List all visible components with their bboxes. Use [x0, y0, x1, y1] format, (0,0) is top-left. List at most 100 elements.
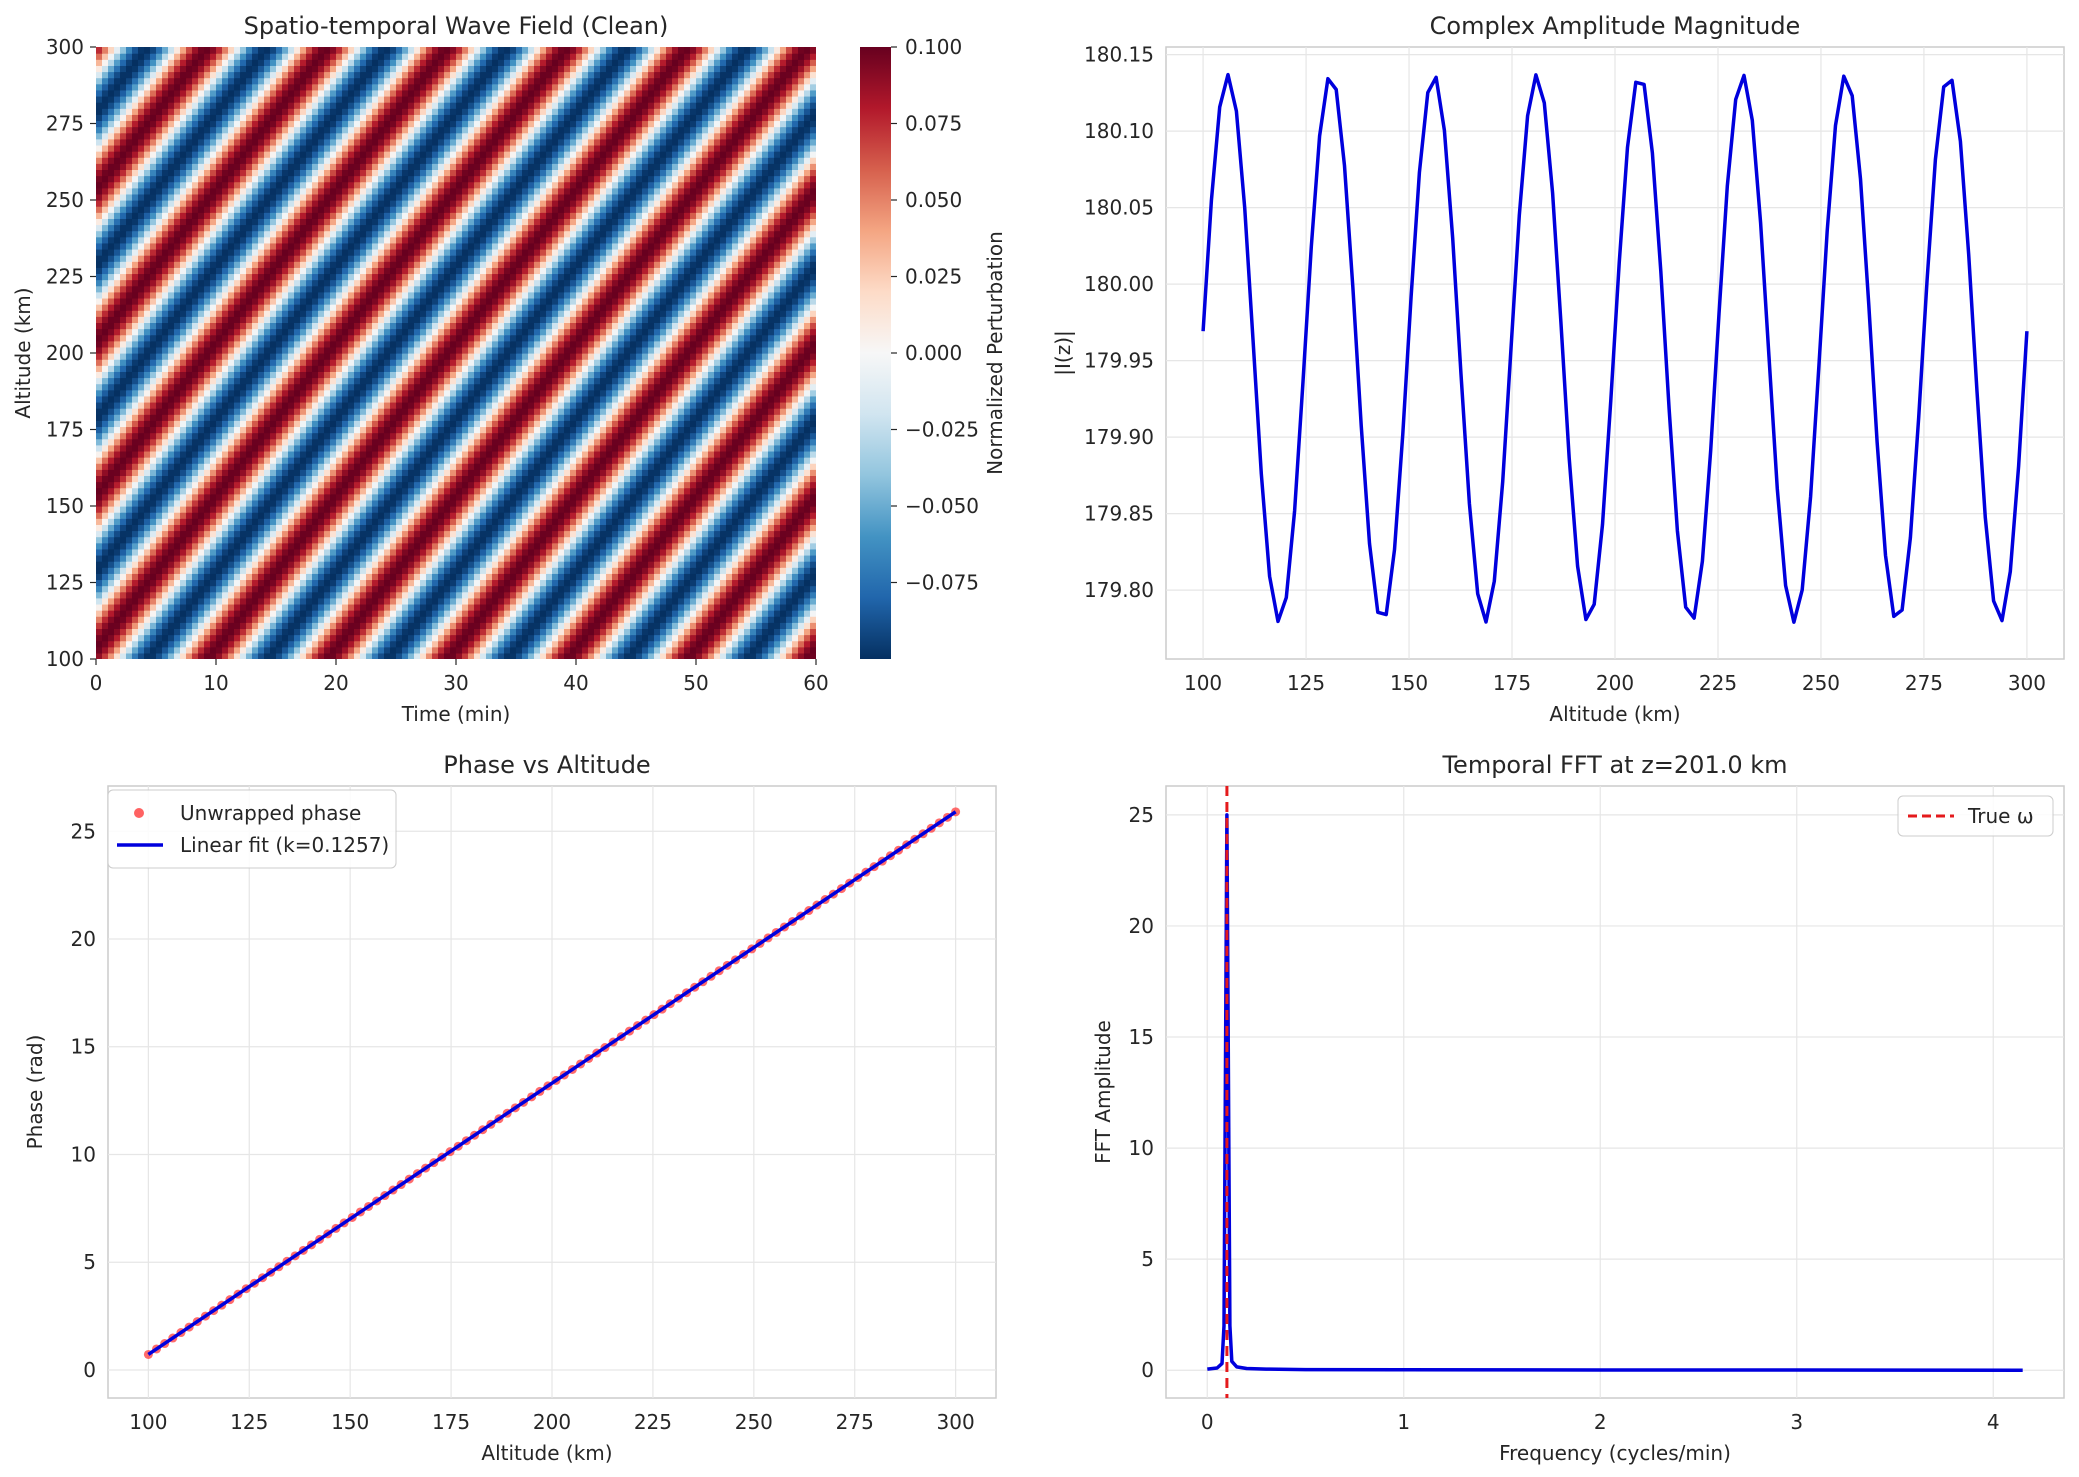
heatmap-cell [450, 420, 457, 428]
heatmap-cell [582, 597, 589, 605]
heatmap-cell [312, 597, 319, 605]
heatmap-cell [144, 561, 151, 568]
heatmap-cell [540, 542, 547, 550]
heatmap-cell [270, 622, 277, 629]
heatmap-cell [594, 432, 601, 440]
heatmap-cell [462, 646, 469, 654]
heatmap-cell [258, 475, 265, 483]
heatmap-cell [552, 573, 559, 581]
heatmap-cell [348, 597, 355, 605]
heatmap-cell [240, 512, 247, 519]
heatmap-cell [144, 426, 151, 434]
heatmap-cell [246, 438, 253, 446]
heatmap-cell [726, 610, 733, 617]
heatmap-cell [516, 518, 523, 525]
heatmap-cell [150, 487, 157, 495]
heatmap-cell [138, 536, 145, 544]
heatmap-cell [330, 536, 337, 544]
heatmap-cell [540, 603, 547, 611]
heatmap-cell [516, 524, 523, 532]
heatmap-cell [150, 591, 157, 599]
heatmap-cell [150, 499, 157, 507]
heatmap-cell [120, 512, 127, 519]
heatmap-cell [570, 536, 577, 544]
heatmap-cell [618, 481, 625, 489]
heatmap-cell [162, 401, 169, 409]
heatmap-cell [618, 512, 625, 519]
heatmap-cell [552, 542, 559, 550]
heatmap-cell [510, 438, 517, 446]
heatmap-cell [432, 432, 439, 440]
heatmap-cell [786, 652, 793, 659]
heatmap-cell [378, 640, 385, 648]
heatmap-cell [648, 628, 655, 636]
heatmap-cell [306, 628, 313, 636]
heatmap-cell [186, 457, 193, 464]
heatmap-cell [228, 426, 235, 434]
heatmap-cell [642, 603, 649, 611]
heatmap-cell [462, 487, 469, 495]
heatmap-cell [198, 408, 205, 415]
heatmap-cell [678, 481, 685, 489]
heatmap-cell [372, 506, 379, 513]
heatmap-cell [570, 426, 577, 434]
heatmap-cell [372, 603, 379, 611]
heatmap-cell [678, 548, 685, 556]
heatmap-cell [150, 469, 157, 476]
heatmap-cell [372, 567, 379, 574]
heatmap-cell [600, 616, 607, 623]
heatmap-cell [390, 646, 397, 654]
heatmap-cell [306, 573, 313, 581]
heatmap-cell [708, 597, 715, 605]
heatmap-cell [270, 432, 277, 440]
heatmap-cell [108, 603, 115, 611]
heatmap-cell [132, 622, 139, 629]
heatmap-cell [654, 487, 661, 495]
heatmap-cell [462, 640, 469, 648]
heatmap-cell [480, 603, 487, 611]
heatmap-cell [660, 524, 667, 532]
heatmap-cell [456, 438, 463, 446]
heatmap-cell [168, 518, 175, 525]
heatmap-cell [480, 610, 487, 617]
heatmap-cell [360, 512, 367, 519]
heatmap-cell [210, 585, 217, 593]
heatmap-cell [150, 610, 157, 617]
heatmap-cell [270, 585, 277, 593]
heatmap-cell [654, 414, 661, 421]
heatmap-cell [108, 469, 115, 476]
heatmap-cell [810, 414, 816, 421]
heatmap-cell [630, 475, 637, 483]
heatmap-cell [672, 548, 679, 556]
heatmap-cell [630, 512, 637, 519]
heatmap-cell [276, 548, 283, 556]
heatmap-cell [480, 481, 487, 489]
heatmap-cell [192, 481, 199, 489]
heatmap-cell [666, 579, 673, 587]
heatmap-cell [498, 426, 505, 434]
heatmap-cell [738, 414, 745, 421]
heatmap-cell [162, 420, 169, 428]
heatmap-cell [408, 420, 415, 428]
heatmap-cell [588, 408, 595, 415]
heatmap-cell [648, 536, 655, 544]
heatmap-cell [696, 622, 703, 629]
heatmap-cell [576, 616, 583, 623]
heatmap-cell [762, 408, 769, 415]
heatmap-cell [372, 573, 379, 581]
heatmap-cell [168, 530, 175, 538]
heatmap-cell [624, 573, 631, 581]
heatmap-cell [636, 463, 643, 470]
heatmap-cell [336, 603, 343, 611]
heatmap-cell [564, 585, 571, 593]
heatmap-cell [186, 542, 193, 550]
heatmap-cell [390, 457, 397, 464]
heatmap-cell [600, 530, 607, 538]
heatmap-cell [768, 579, 775, 587]
heatmap-cell [330, 481, 337, 489]
heatmap-cell [732, 420, 739, 428]
heatmap-cell [186, 591, 193, 599]
heatmap-cell [612, 408, 619, 415]
heatmap-cell [354, 610, 361, 617]
heatmap-cell [228, 432, 235, 440]
